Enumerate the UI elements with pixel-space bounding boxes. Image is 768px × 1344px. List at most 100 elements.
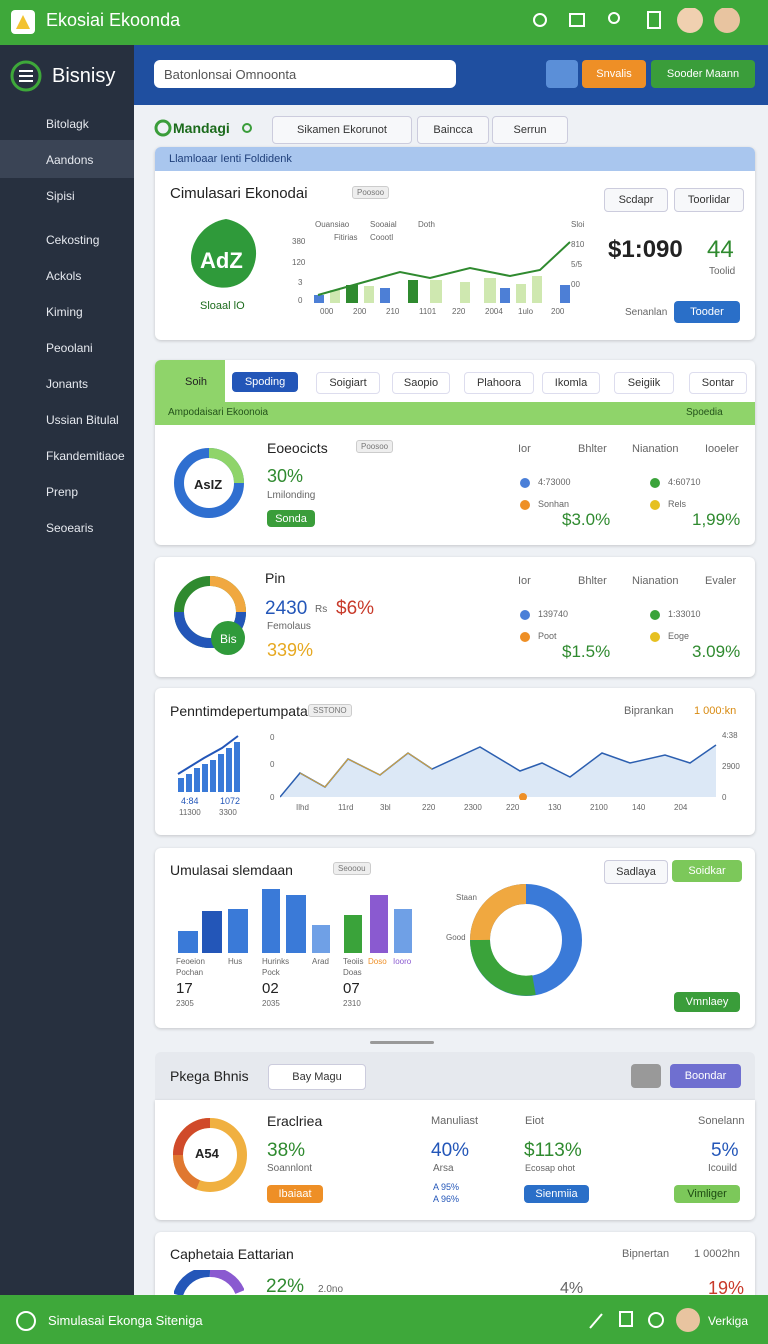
legend: Sooaial [370, 220, 397, 229]
sub-left: Ampodaisari Ekoonoia [168, 407, 269, 418]
button[interactable]: Vmnlaey [674, 992, 740, 1012]
dropdown[interactable]: Sikamen Ekorunot [272, 116, 412, 144]
buttons[interactable]: Scdapr [604, 188, 668, 212]
buttons[interactable]: Sadlaya [604, 860, 668, 884]
count-caption: Toolid [709, 266, 736, 277]
unit: Rs [315, 604, 328, 615]
panel[interactable] [546, 60, 578, 88]
items[interactable]: Spoding [232, 372, 298, 392]
buttons[interactable]: Soidkar [672, 860, 742, 882]
items[interactable]: Plahoora [464, 372, 534, 394]
dot [520, 500, 530, 510]
items[interactable]: Ackols [46, 269, 82, 283]
number: 07 [343, 980, 360, 997]
sub: Pochan [176, 968, 204, 977]
donut-labels: Staan [456, 893, 477, 902]
sub-right: Spoedia [686, 407, 723, 418]
y2-labels: 810 [571, 240, 585, 249]
dropdown[interactable]: Bay Magu [268, 1064, 366, 1090]
panel [155, 1100, 755, 1220]
y2-labels: 00 [571, 280, 580, 289]
items[interactable]: Seigiik [614, 372, 674, 394]
items: Eoge [668, 631, 690, 641]
extra-labels: Doso [368, 957, 387, 966]
items[interactable]: Ussian Bitulal [46, 413, 119, 427]
items[interactable]: Soih [184, 376, 208, 388]
x-labels: 140 [632, 803, 646, 812]
user: Verkiga [708, 1314, 749, 1328]
badge: Seooou [333, 862, 371, 875]
year: 2035 [262, 999, 280, 1008]
values: 2.0no [318, 1284, 344, 1295]
values: 3.09% [692, 642, 741, 661]
buttons[interactable]: Serrun [492, 116, 568, 144]
button[interactable]: Sienmiia [524, 1185, 589, 1203]
extra-labels: Iooro [393, 957, 412, 966]
right-value: 1 000:kn [694, 705, 737, 717]
buttons[interactable]: Baincca [417, 116, 489, 144]
bar-labels: 3300 [219, 808, 237, 817]
buttons[interactable]: Toorlidar [674, 188, 744, 212]
label: Manuliast [431, 1115, 479, 1127]
value: 40% [431, 1140, 470, 1161]
icon [174, 448, 244, 518]
label: Eiot [525, 1115, 544, 1127]
x-labels: 220 [506, 803, 520, 812]
items[interactable]: Sipisi [46, 189, 75, 203]
buttons[interactable]: Sooder Maann [651, 60, 755, 88]
items: 4:73000 [538, 477, 571, 487]
columns: Nianation [632, 443, 679, 455]
items[interactable]: Kiming [46, 305, 83, 319]
button[interactable]: Boondar [670, 1064, 741, 1088]
items[interactable]: Prenp [46, 485, 79, 499]
items[interactable]: Bitolagk [46, 117, 89, 131]
items[interactable]: Jonants [46, 377, 89, 391]
legend: Coootl [370, 233, 394, 242]
items: 1:33010 [668, 609, 701, 619]
items[interactable]: Seoearis [46, 521, 94, 535]
panel [370, 1041, 434, 1044]
bar-labels: 11300 [179, 808, 201, 817]
x-labels: 1101 [419, 307, 437, 316]
x-labels: 2100 [590, 803, 608, 812]
value: 5% [711, 1140, 739, 1161]
donut: Bis [220, 632, 237, 646]
badge: Poosoo [356, 440, 394, 453]
badge: Poosoo [352, 186, 390, 199]
x-labels: 000 [320, 307, 334, 316]
items[interactable]: Cekosting [46, 233, 100, 247]
panel [155, 402, 755, 425]
y2-labels: Sloi [571, 220, 585, 229]
button[interactable]: Ibaiaat [267, 1185, 323, 1203]
items[interactable]: Ikomla [542, 372, 600, 394]
columns: Ior [518, 575, 531, 587]
panel [155, 147, 755, 340]
buttons[interactable]: Snvalis [582, 60, 646, 88]
items[interactable]: Sontar [689, 372, 747, 394]
icon [178, 889, 412, 953]
values: $3.0% [562, 510, 611, 529]
items[interactable]: Saopio [392, 372, 450, 394]
items[interactable]: Fkandemitiaoe [46, 449, 125, 463]
y-labels: 120 [292, 258, 306, 267]
panel[interactable] [631, 1064, 661, 1088]
items[interactable]: Aandons [46, 153, 94, 167]
button[interactable]: Sonda [267, 510, 315, 527]
icon [16, 1311, 36, 1331]
x-labels: 1ulo [518, 307, 534, 316]
donut: AsIZ [194, 477, 223, 492]
search[interactable]: Batonlonsai Omnoonta [154, 60, 456, 88]
y2-labels: 2900 [722, 762, 740, 771]
x-labels: 210 [386, 307, 400, 316]
button[interactable]: Vimliger [674, 1185, 740, 1203]
columns: Bhlter [578, 575, 607, 587]
items[interactable]: Soigiart [316, 372, 380, 394]
y-labels: 0 [270, 793, 275, 802]
dot [650, 610, 660, 620]
x-labels: 11rd [338, 803, 354, 812]
value: $113% [524, 1140, 582, 1161]
title: Ekosiai Ekoonda [46, 10, 181, 30]
items[interactable]: Peoolani [46, 341, 93, 355]
footer-button[interactable]: Tooder [674, 301, 740, 323]
